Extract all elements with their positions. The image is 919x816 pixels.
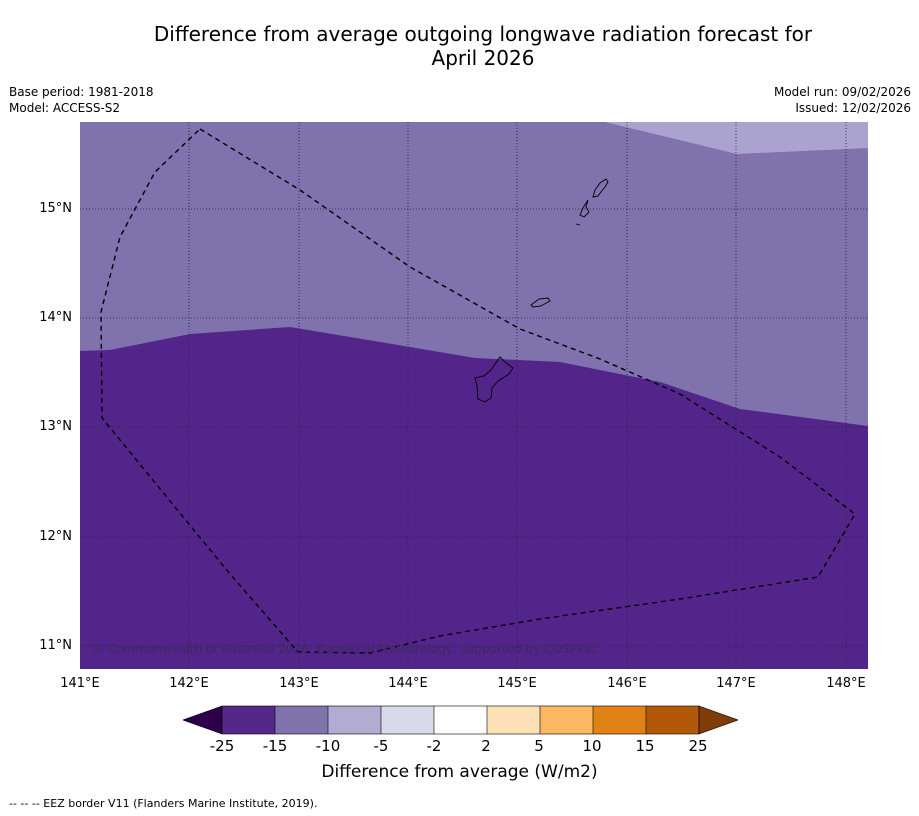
copyright-notice: © Commonwealth of Australia 2026, Bureau… bbox=[92, 642, 598, 656]
lon-label-146e: 146°E bbox=[607, 676, 647, 691]
lon-label-142e: 142°E bbox=[169, 676, 209, 691]
lon-label-148e: 148°E bbox=[826, 676, 866, 691]
lon-label-144e: 144°E bbox=[388, 676, 428, 691]
colorbar-tick: -10 bbox=[315, 737, 341, 755]
colorbar-frame bbox=[221, 705, 700, 735]
lat-label-15n: 15°N bbox=[39, 201, 72, 216]
colorbar-bin-5 bbox=[434, 706, 487, 734]
colorbar-tick: 5 bbox=[534, 737, 544, 755]
colorbar-tick: -25 bbox=[209, 737, 235, 755]
lon-label-141e: 141°E bbox=[60, 676, 100, 691]
model-name: Model: ACCESS-S2 bbox=[9, 101, 121, 115]
lat-label-13n: 13°N bbox=[39, 419, 72, 434]
eez-border bbox=[100, 128, 856, 654]
anomaly-region-dark bbox=[80, 327, 868, 669]
colorbar-extend-high bbox=[698, 705, 738, 735]
colorbar-extend-low bbox=[183, 705, 223, 735]
colorbar-tick: 25 bbox=[688, 737, 708, 755]
colorbar-label: Difference from average (W/m2) bbox=[321, 762, 598, 782]
meta-left: Base period: 1981-2018 Model: ACCESS-S2 bbox=[9, 84, 154, 116]
colorbar-dividers bbox=[274, 706, 647, 734]
island-guam bbox=[474, 356, 514, 403]
lon-label-143e: 143°E bbox=[279, 676, 319, 691]
graticule bbox=[80, 122, 868, 669]
anomaly-region-light bbox=[605, 122, 868, 154]
lon-label-145e: 145°E bbox=[497, 676, 537, 691]
island-tinian bbox=[579, 199, 590, 218]
lon-label-147e: 147°E bbox=[716, 676, 756, 691]
colorbar-tick: -5 bbox=[373, 737, 389, 755]
colorbar-bin-4 bbox=[381, 706, 434, 734]
lat-label-11n: 11°N bbox=[39, 638, 72, 653]
colorbar-bin-9 bbox=[646, 706, 699, 734]
islands bbox=[474, 178, 609, 403]
colorbar-bin-2 bbox=[275, 706, 328, 734]
issued-date: Issued: 12/02/2026 bbox=[795, 101, 911, 115]
map bbox=[80, 122, 868, 669]
lat-label-14n: 14°N bbox=[39, 310, 72, 325]
island-saipan bbox=[592, 178, 609, 198]
colorbar-tick: 10 bbox=[582, 737, 602, 755]
colorbar-bin-7 bbox=[540, 706, 593, 734]
colorbar-bin-8 bbox=[593, 706, 646, 734]
island-aguijan bbox=[575, 223, 581, 226]
colorbar-tick: 15 bbox=[635, 737, 655, 755]
model-run: Model run: 09/02/2026 bbox=[773, 85, 911, 99]
title-line-1: Difference from average outgoing longwav… bbox=[153, 22, 813, 46]
colorbar-bin-1 bbox=[222, 706, 275, 734]
colorbar-tick: -15 bbox=[262, 737, 288, 755]
chart-title: Difference from average outgoing longwav… bbox=[0, 22, 919, 70]
footnote: -- -- -- EEZ border V11 (Flanders Marine… bbox=[9, 797, 318, 810]
colorbar-bin-6 bbox=[487, 706, 540, 734]
colorbar bbox=[183, 705, 738, 735]
base-period: Base period: 1981-2018 bbox=[9, 85, 154, 99]
colorbar-bin-3 bbox=[328, 706, 381, 734]
colorbar-tick: 2 bbox=[481, 737, 491, 755]
colorbar-tick: -2 bbox=[426, 737, 442, 755]
title-line-2: April 2026 bbox=[431, 46, 535, 70]
meta-right: Model run: 09/02/2026 Issued: 12/02/2026 bbox=[774, 84, 911, 116]
island-rota bbox=[530, 297, 551, 308]
lat-label-12n: 12°N bbox=[39, 529, 72, 544]
